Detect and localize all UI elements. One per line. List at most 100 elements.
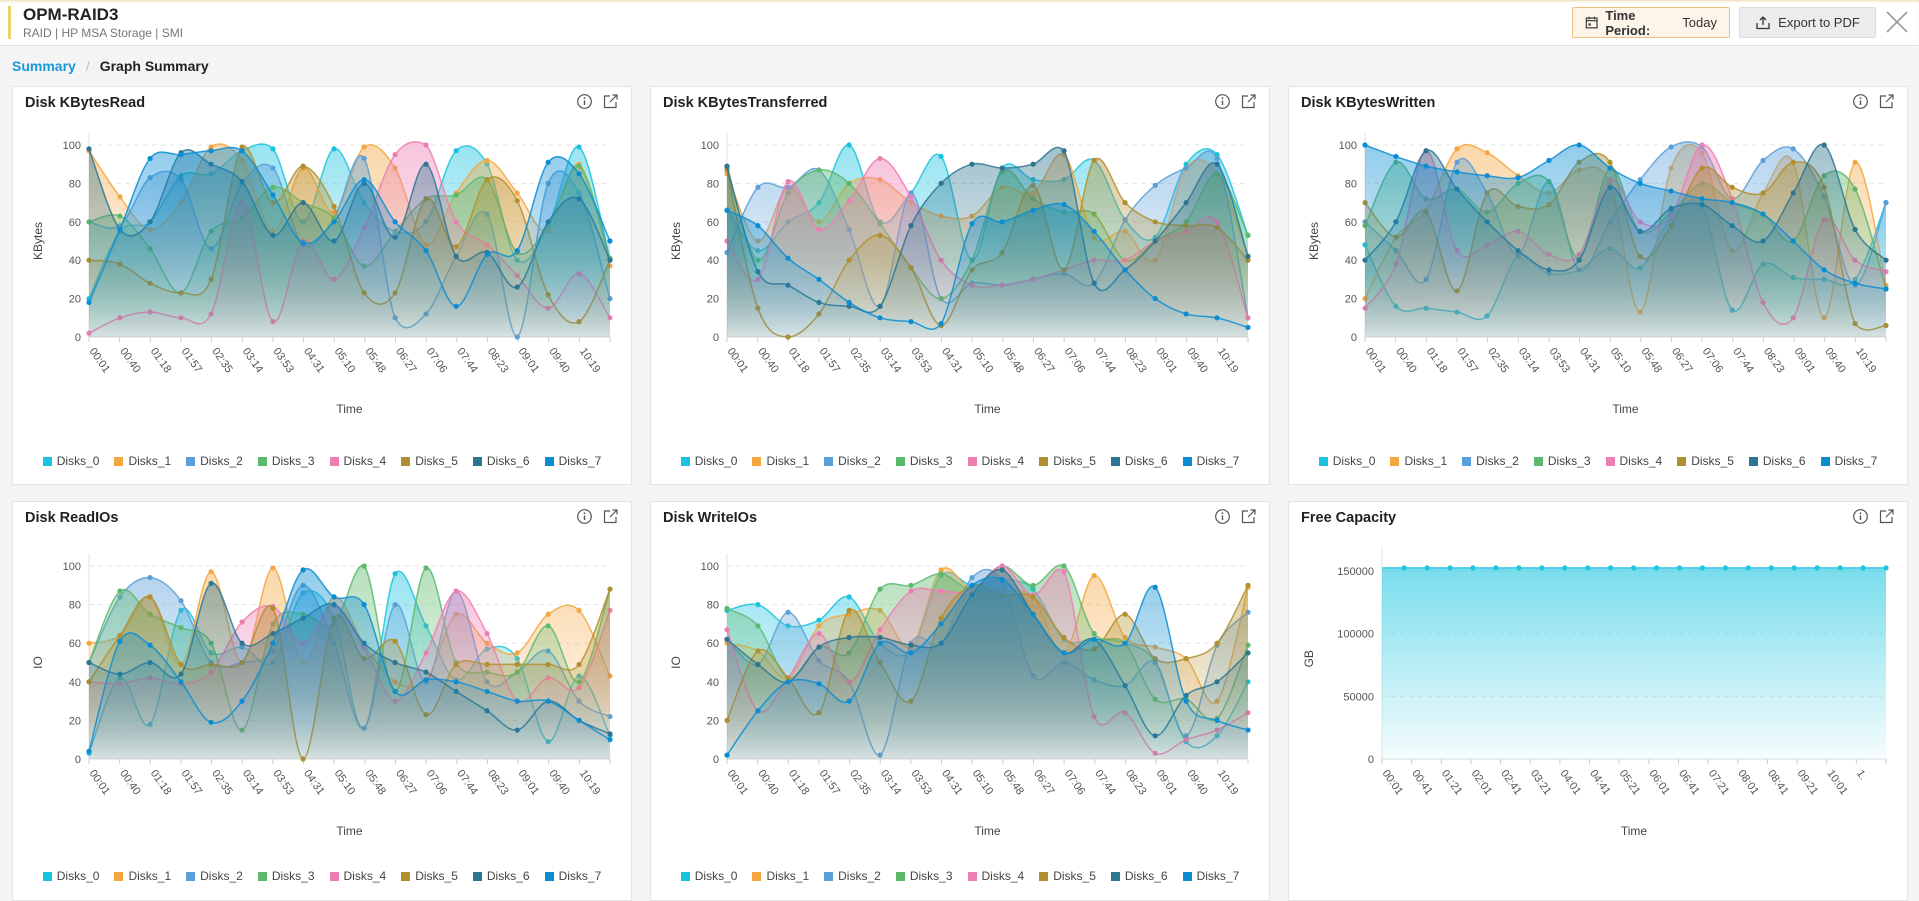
data-point — [270, 184, 276, 190]
y-tick-label: 100000 — [1337, 629, 1374, 641]
data-point — [1214, 161, 1220, 167]
info-icon[interactable] — [1852, 508, 1869, 525]
legend-item[interactable]: Disks_5 — [401, 869, 458, 883]
legend-label: Disks_1 — [766, 454, 810, 468]
data-point — [208, 569, 214, 575]
legend-item[interactable]: Disks_1 — [752, 454, 809, 468]
legend-item[interactable]: Disks_1 — [752, 869, 809, 883]
info-icon[interactable] — [1852, 93, 1869, 110]
legend-item[interactable]: Disks_4 — [329, 869, 387, 883]
legend-item[interactable]: Disks_2 — [186, 454, 243, 468]
info-icon[interactable] — [1214, 93, 1231, 110]
legend-item[interactable]: Disks_4 — [329, 454, 386, 468]
legend-item[interactable]: Disks_1 — [114, 869, 171, 883]
x-tick-label: 08:23 — [485, 768, 511, 797]
data-point — [969, 221, 975, 227]
data-point — [331, 594, 337, 600]
legend-item[interactable]: Disks_5 — [401, 454, 458, 468]
info-icon[interactable] — [1214, 508, 1231, 525]
data-point — [938, 621, 944, 627]
legend-item[interactable]: Disks_2 — [186, 869, 243, 883]
data-point — [1814, 565, 1820, 571]
legend-item[interactable]: Disks_3 — [1533, 454, 1591, 468]
data-point — [270, 165, 276, 171]
data-point — [1608, 565, 1614, 571]
legend-item[interactable]: Disks_6 — [1110, 869, 1168, 883]
legend-item[interactable]: Disks_7 — [544, 454, 601, 468]
legend-item[interactable]: Disks_3 — [895, 869, 953, 883]
legend-label: Disks_6 — [486, 869, 530, 883]
legend-item[interactable]: Disks_3 — [257, 869, 315, 883]
external-link-icon[interactable] — [602, 508, 619, 525]
legend-item[interactable]: Disks_2 — [824, 454, 881, 468]
legend-item[interactable]: Disks_4 — [967, 454, 1024, 468]
external-link-icon[interactable] — [1878, 93, 1895, 110]
info-icon[interactable] — [576, 508, 593, 525]
time-period-value: Today — [1682, 15, 1717, 30]
data-point — [1423, 148, 1429, 154]
legend-item[interactable]: Disks_0 — [1318, 454, 1375, 468]
external-link-icon[interactable] — [602, 93, 619, 110]
data-point — [1183, 656, 1189, 662]
x-tick-label: 08:23 — [485, 346, 511, 375]
series-area — [89, 147, 610, 337]
data-point — [816, 226, 822, 233]
y-axis-title: IO — [669, 656, 683, 669]
data-point — [908, 223, 914, 229]
x-tick-label: 09:40 — [546, 768, 572, 797]
data-point — [545, 661, 551, 668]
legend-item[interactable]: Disks_3 — [257, 454, 315, 468]
legend-item[interactable]: Disks_0 — [42, 869, 99, 883]
legend-item[interactable]: Disks_5 — [1677, 454, 1734, 468]
legend-item[interactable]: Disks_5 — [1039, 454, 1096, 468]
data-point — [453, 192, 459, 198]
info-icon[interactable] — [576, 93, 593, 110]
data-point — [1061, 569, 1067, 575]
export-pdf-button[interactable]: Export to PDF — [1739, 7, 1876, 38]
legend-item[interactable]: Disks_6 — [1748, 454, 1806, 468]
data-point — [1214, 315, 1220, 321]
legend-item[interactable]: Disks_3 — [895, 454, 953, 468]
legend-item[interactable]: Disks_6 — [472, 454, 530, 468]
legend-item[interactable]: Disks_1 — [1390, 454, 1447, 468]
legend-label: Disks_1 — [128, 869, 172, 883]
legend-item[interactable]: Disks_2 — [824, 869, 881, 883]
legend-item[interactable]: Disks_6 — [1110, 454, 1168, 468]
legend-item[interactable]: Disks_0 — [42, 454, 99, 468]
data-point — [1061, 650, 1067, 656]
legend-item[interactable]: Disks_0 — [680, 454, 737, 468]
external-link-icon[interactable] — [1240, 508, 1257, 525]
external-link-icon[interactable] — [1240, 93, 1257, 110]
x-tick-label: 05:48 — [1000, 346, 1026, 375]
data-point — [816, 167, 822, 173]
legend-label: Disks_4 — [343, 869, 387, 883]
legend-item[interactable]: Disks_6 — [472, 869, 530, 883]
legend-item[interactable]: Disks_0 — [680, 869, 737, 883]
legend-item[interactable]: Disks_7 — [1182, 454, 1239, 468]
legend-swatch — [1182, 456, 1192, 466]
legend-item[interactable]: Disks_4 — [1605, 454, 1662, 468]
legend-item[interactable]: Disks_7 — [544, 869, 601, 883]
data-point — [1091, 636, 1097, 642]
legend-item[interactable]: Disks_5 — [1039, 869, 1096, 883]
legend-item[interactable]: Disks_1 — [114, 454, 171, 468]
legend-swatch — [1182, 871, 1192, 881]
chart-card-disk-read-ios: 0 20 40 60 80 100 00:01 00:40 01:18 01:57 02:35 03:… — [12, 501, 632, 901]
data-point — [1760, 157, 1766, 163]
legend-label: Disks_5 — [1691, 454, 1734, 468]
external-link-icon[interactable] — [1878, 508, 1895, 525]
legend-item[interactable]: Disks_7 — [1182, 869, 1239, 883]
legend-item[interactable]: Disks_7 — [1820, 454, 1877, 468]
y-axis-title: KBytes — [669, 222, 683, 260]
breadcrumb-summary-link[interactable]: Summary — [12, 58, 76, 74]
data-point — [755, 623, 761, 629]
data-point — [785, 255, 791, 261]
data-point — [453, 244, 459, 250]
data-point — [938, 180, 944, 186]
legend-item[interactable]: Disks_2 — [1462, 454, 1519, 468]
x-tick-label: 01:57 — [178, 346, 204, 375]
legend-item[interactable]: Disks_4 — [967, 869, 1024, 883]
time-period-button[interactable]: Time Period: Today — [1572, 7, 1730, 38]
close-icon[interactable] — [1884, 9, 1910, 35]
